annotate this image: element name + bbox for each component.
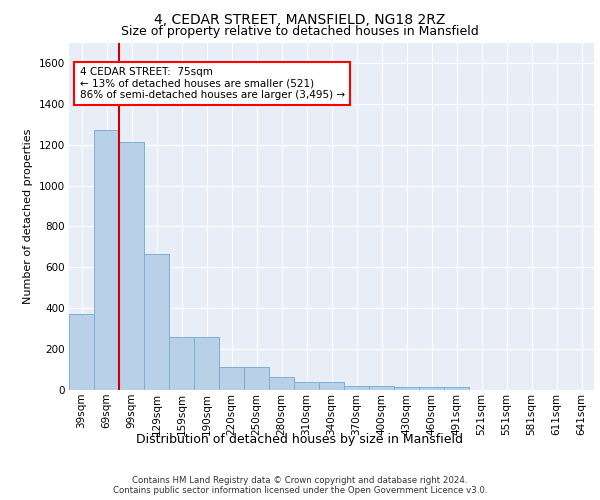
- Bar: [144, 254, 169, 390]
- Text: 4 CEDAR STREET:  75sqm
← 13% of detached houses are smaller (521)
86% of semi-de: 4 CEDAR STREET: 75sqm ← 13% of detached …: [79, 67, 344, 100]
- Text: Distribution of detached houses by size in Mansfield: Distribution of detached houses by size …: [137, 432, 464, 446]
- Bar: [319, 382, 344, 390]
- Text: Contains HM Land Registry data © Crown copyright and database right 2024.
Contai: Contains HM Land Registry data © Crown c…: [113, 476, 487, 495]
- Y-axis label: Number of detached properties: Number of detached properties: [23, 128, 33, 304]
- Text: Size of property relative to detached houses in Mansfield: Size of property relative to detached ho…: [121, 25, 479, 38]
- Text: 4, CEDAR STREET, MANSFIELD, NG18 2RZ: 4, CEDAR STREET, MANSFIELD, NG18 2RZ: [154, 12, 446, 26]
- Bar: [294, 382, 319, 390]
- Bar: [394, 387, 419, 390]
- Bar: [194, 337, 219, 390]
- Bar: [269, 376, 294, 390]
- Bar: [369, 386, 394, 390]
- Bar: [169, 337, 194, 390]
- Bar: [419, 387, 444, 390]
- Bar: [244, 367, 269, 390]
- Bar: [94, 130, 119, 390]
- Bar: [444, 387, 469, 390]
- Bar: [344, 386, 369, 390]
- Bar: [219, 367, 244, 390]
- Bar: [119, 142, 144, 390]
- Bar: [69, 314, 94, 390]
